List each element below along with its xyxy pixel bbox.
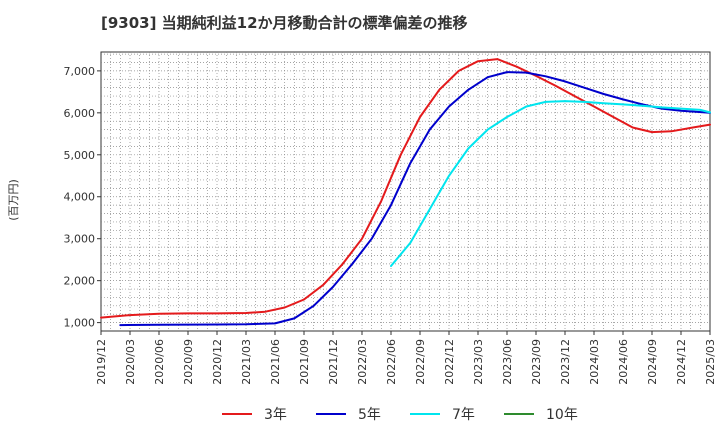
x-tick-label: 2023/03 [472,339,485,385]
x-tick-label: 2021/06 [269,339,282,385]
legend-label-1: 3年 [264,407,287,423]
x-tick-label: 2025/03 [704,339,717,385]
x-tick-label: 2024/03 [588,339,601,385]
x-tick-label: 2023/06 [501,339,514,385]
x-tick-label: 2024/09 [646,339,659,385]
x-tick-label: 2019/12 [95,339,108,385]
x-tick-label: 2020/12 [211,339,224,385]
series-line-3 [390,100,711,267]
y-tick-label: 6,000 [64,107,96,120]
x-tick-label: 2023/09 [530,339,543,385]
x-tick-label: 2021/09 [298,339,311,385]
x-axis: 2019/12 2020/03 2020/06 2020/09 2020/12 2021/… [95,331,717,385]
legend: 3年 5年 7年 10年 [222,407,578,423]
y-axis: 1,000 2,000 3,000 4,000 5,000 6,000 7,000 [64,65,101,330]
y-tick-label: 2,000 [64,275,96,288]
x-tick-label: 2020/03 [124,339,137,385]
x-tick-label: 2022/09 [414,339,427,385]
x-tick-label: 2024/06 [617,339,630,385]
plot-area [100,51,711,332]
x-tick-label: 2020/09 [182,339,195,385]
x-tick-label: 2022/06 [385,339,398,385]
grid [101,52,710,331]
x-tick-label: 2020/06 [153,339,166,385]
series-line-2 [119,71,711,327]
y-tick-label: 3,000 [64,233,96,246]
y-tick-label: 1,000 [64,317,96,330]
chart-title: [9303] 当期純利益12か月移動合計の標準偏差の推移 [101,14,468,32]
legend-label-2: 5年 [358,407,381,423]
x-tick-label: 2023/12 [559,339,572,385]
y-tick-label: 7,000 [64,65,96,78]
series-group [100,58,711,327]
legend-label-3: 7年 [452,407,475,423]
series-line-1 [100,58,711,319]
legend-label-4: 10年 [546,407,578,423]
y-axis-label: (百万円) [7,179,20,221]
y-tick-label: 5,000 [64,149,96,162]
y-tick-label: 4,000 [64,191,96,204]
x-tick-label: 2022/03 [356,339,369,385]
x-tick-label: 2021/12 [327,339,340,385]
x-tick-label: 2021/03 [240,339,253,385]
x-tick-label: 2022/12 [443,339,456,385]
x-tick-label: 2024/12 [675,339,688,385]
